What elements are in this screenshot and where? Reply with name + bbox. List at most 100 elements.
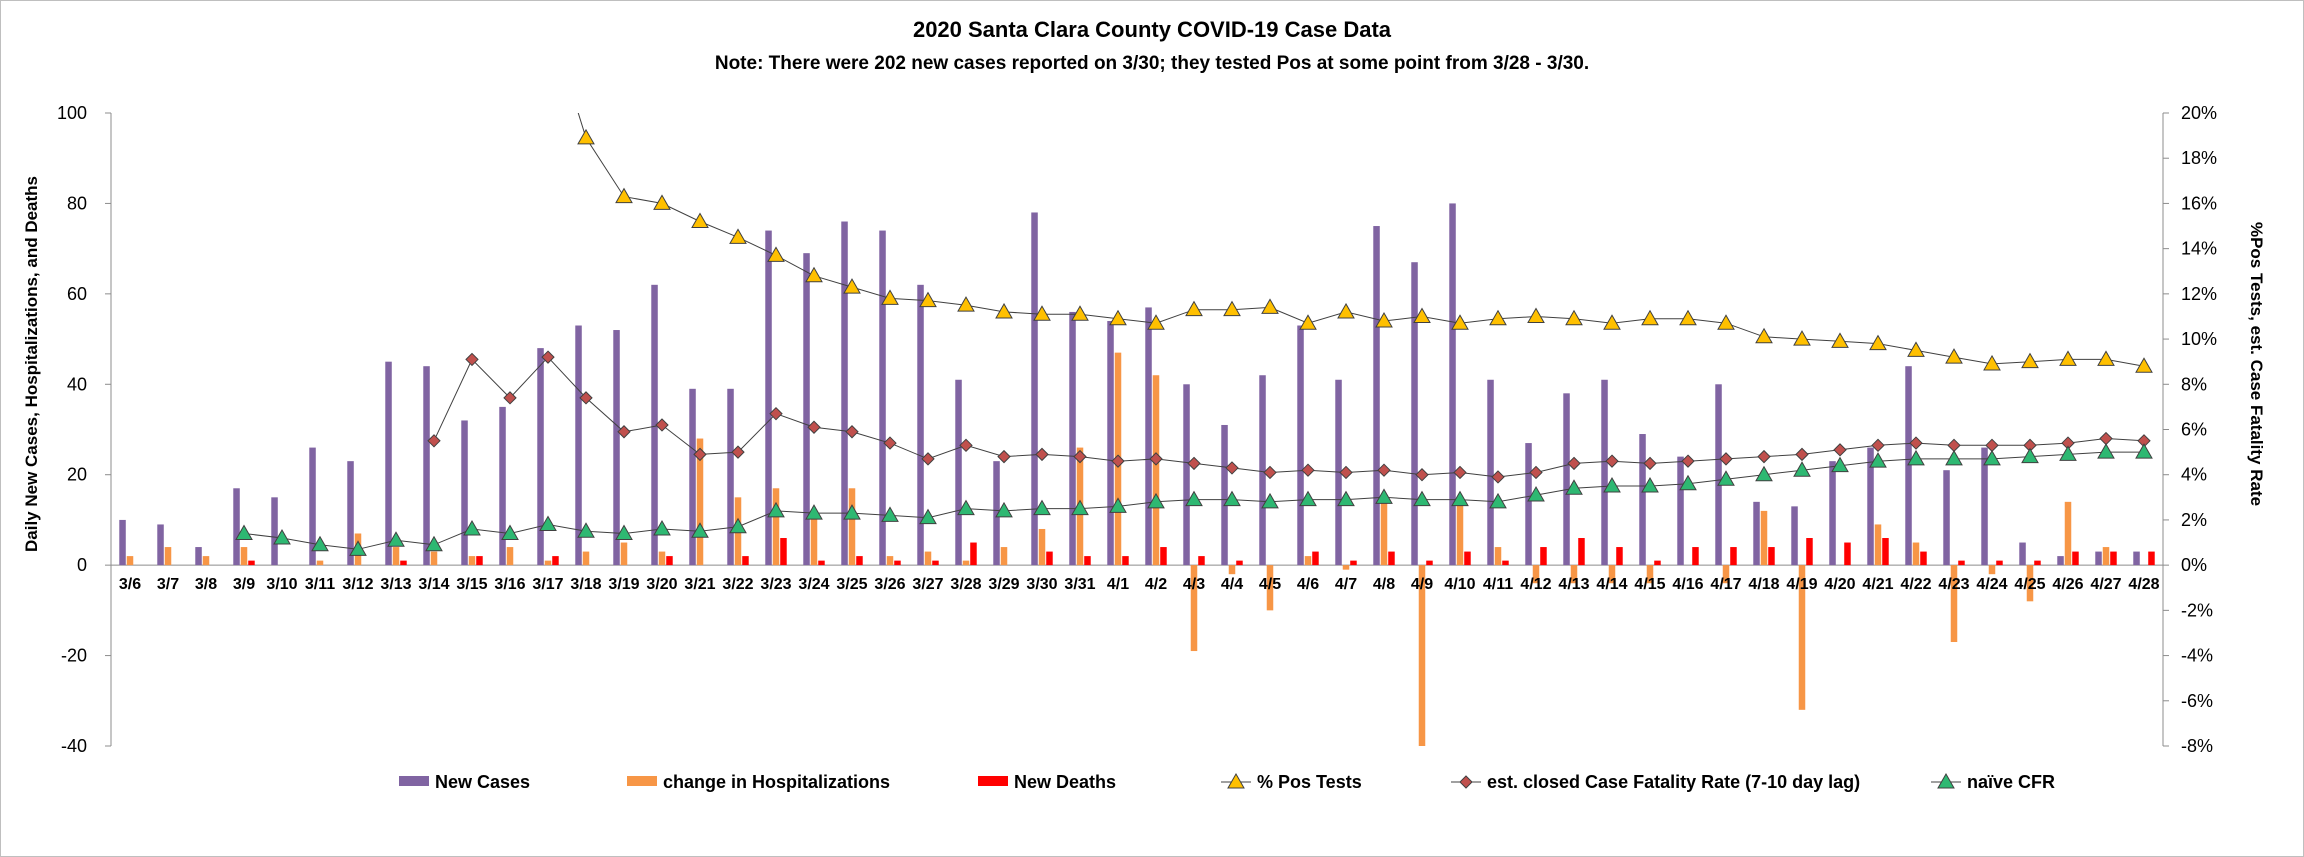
cfr-point <box>1529 465 1543 480</box>
x-tick-label: 3/19 <box>608 576 639 593</box>
bar-new-cases <box>2095 551 2102 566</box>
bar-new-deaths <box>1540 547 1547 566</box>
legend-label: New Deaths <box>1014 772 1116 792</box>
y2-tick-label: 12% <box>2181 284 2217 304</box>
bar-change-in-hospitalizations <box>164 547 172 566</box>
pos-test-point <box>691 212 709 229</box>
x-tick-label: 3/30 <box>1026 576 1057 593</box>
naive-cfr-point <box>995 501 1013 518</box>
x-tick-label: 3/7 <box>157 576 179 593</box>
x-tick-label: 3/27 <box>912 576 943 593</box>
cfr-point <box>1073 449 1087 464</box>
naive-cfr-point <box>881 506 899 522</box>
bar-new-deaths <box>248 560 255 566</box>
naive-cfr-point <box>539 515 557 531</box>
naive-cfr-point <box>1337 490 1355 507</box>
x-tick-label: 3/10 <box>266 576 297 593</box>
naive-cfr-point <box>767 501 785 518</box>
bar-new-deaths <box>1920 551 1927 566</box>
bar-new-cases <box>119 519 126 566</box>
bar-change-in-hospitalizations <box>620 542 628 566</box>
bar-new-cases <box>2019 542 2026 566</box>
bar-new-deaths <box>1502 560 1509 566</box>
bar-new-cases <box>2133 551 2140 566</box>
cfr-point <box>579 391 593 405</box>
pos-test-point <box>1983 354 2001 371</box>
cfr-point <box>541 350 555 364</box>
bar-new-deaths <box>1882 538 1889 566</box>
y2-tick-label: 18% <box>2181 148 2217 168</box>
x-tick-label: 4/2 <box>1145 576 1167 593</box>
naive-cfr-point <box>1717 470 1735 486</box>
bar-change-in-hospitalizations <box>810 515 818 566</box>
y2-tick-label: 8% <box>2181 374 2207 394</box>
naive-cfr-point <box>1147 492 1165 509</box>
x-tick-label: 3/26 <box>874 576 905 593</box>
pos-test-point <box>1223 300 1241 317</box>
pos-test-point <box>653 194 671 210</box>
bar-change-in-hospitalizations <box>1760 510 1768 566</box>
y2-tick-label: 14% <box>2181 239 2217 259</box>
cfr-point <box>1947 438 1961 453</box>
bar-new-deaths <box>666 556 673 566</box>
naive-cfr-point <box>1793 461 1811 477</box>
pos-test-point <box>729 228 747 244</box>
pos-test-point <box>1641 309 1659 326</box>
pos-test-point <box>1033 305 1051 321</box>
pos-test-point <box>767 246 785 262</box>
pos-test-point <box>1793 330 1811 346</box>
bar-new-cases <box>195 547 202 566</box>
bar-new-deaths <box>1996 560 2003 566</box>
legend-marker <box>1937 772 1955 789</box>
pos-test-point <box>1717 314 1735 330</box>
bar-new-deaths <box>1692 547 1699 566</box>
bar-new-deaths <box>1046 551 1053 566</box>
y-tick-label: 20 <box>67 465 87 485</box>
bar-new-deaths <box>780 538 787 566</box>
x-tick-label: 4/12 <box>1520 576 1551 593</box>
pos-test-point <box>1185 300 1203 317</box>
bar-new-cases <box>1107 320 1114 566</box>
legend-swatch <box>399 776 429 786</box>
bar-change-in-hospitalizations <box>2102 547 2110 566</box>
bar-new-cases <box>1829 461 1836 566</box>
bar-change-in-hospitalizations <box>506 547 514 566</box>
naive-cfr-point <box>1299 490 1317 507</box>
pos-test-point <box>2135 357 2153 373</box>
y-axis-label: Daily New Cases, Hospitalizations, and D… <box>22 176 41 552</box>
naive-cfr-point <box>1907 449 1925 466</box>
bar-change-in-hospitalizations <box>392 547 400 566</box>
cfr-point <box>1681 454 1695 468</box>
pos-test-point <box>1527 307 1545 323</box>
bar-new-cases <box>1715 384 1722 566</box>
bar-change-in-hospitalizations <box>1722 565 1730 584</box>
bar-change-in-hospitalizations <box>1456 497 1464 566</box>
naive-cfr-point <box>387 531 405 547</box>
bar-new-deaths <box>2072 551 2079 566</box>
x-tick-label: 3/14 <box>418 576 449 593</box>
bar-new-deaths <box>1730 547 1737 566</box>
cfr-point <box>1149 452 1163 466</box>
cfr-point <box>617 425 631 439</box>
bar-change-in-hospitalizations <box>924 551 932 566</box>
pos-test-point <box>1489 309 1507 326</box>
cfr-point <box>1719 452 1733 466</box>
pos-test-point <box>1299 314 1317 330</box>
legend-item: % Pos Tests <box>1221 772 1362 792</box>
legend-item: New Deaths <box>978 772 1116 792</box>
bar-change-in-hospitalizations <box>962 560 970 566</box>
naive-cfr-point <box>2097 443 2115 459</box>
naive-cfr-point <box>1983 449 2001 466</box>
pos-test-point <box>1945 348 1963 364</box>
bar-new-cases <box>1905 366 1912 566</box>
pos-test-point <box>1147 314 1165 330</box>
pos-test-point <box>2059 350 2077 366</box>
cfr-point <box>997 449 1011 464</box>
legend-label: naïve CFR <box>1967 772 2055 792</box>
bar-new-cases <box>651 284 658 566</box>
legend-swatch <box>978 776 1008 786</box>
cfr-point <box>769 406 783 421</box>
x-tick-label: 3/31 <box>1064 576 1095 593</box>
